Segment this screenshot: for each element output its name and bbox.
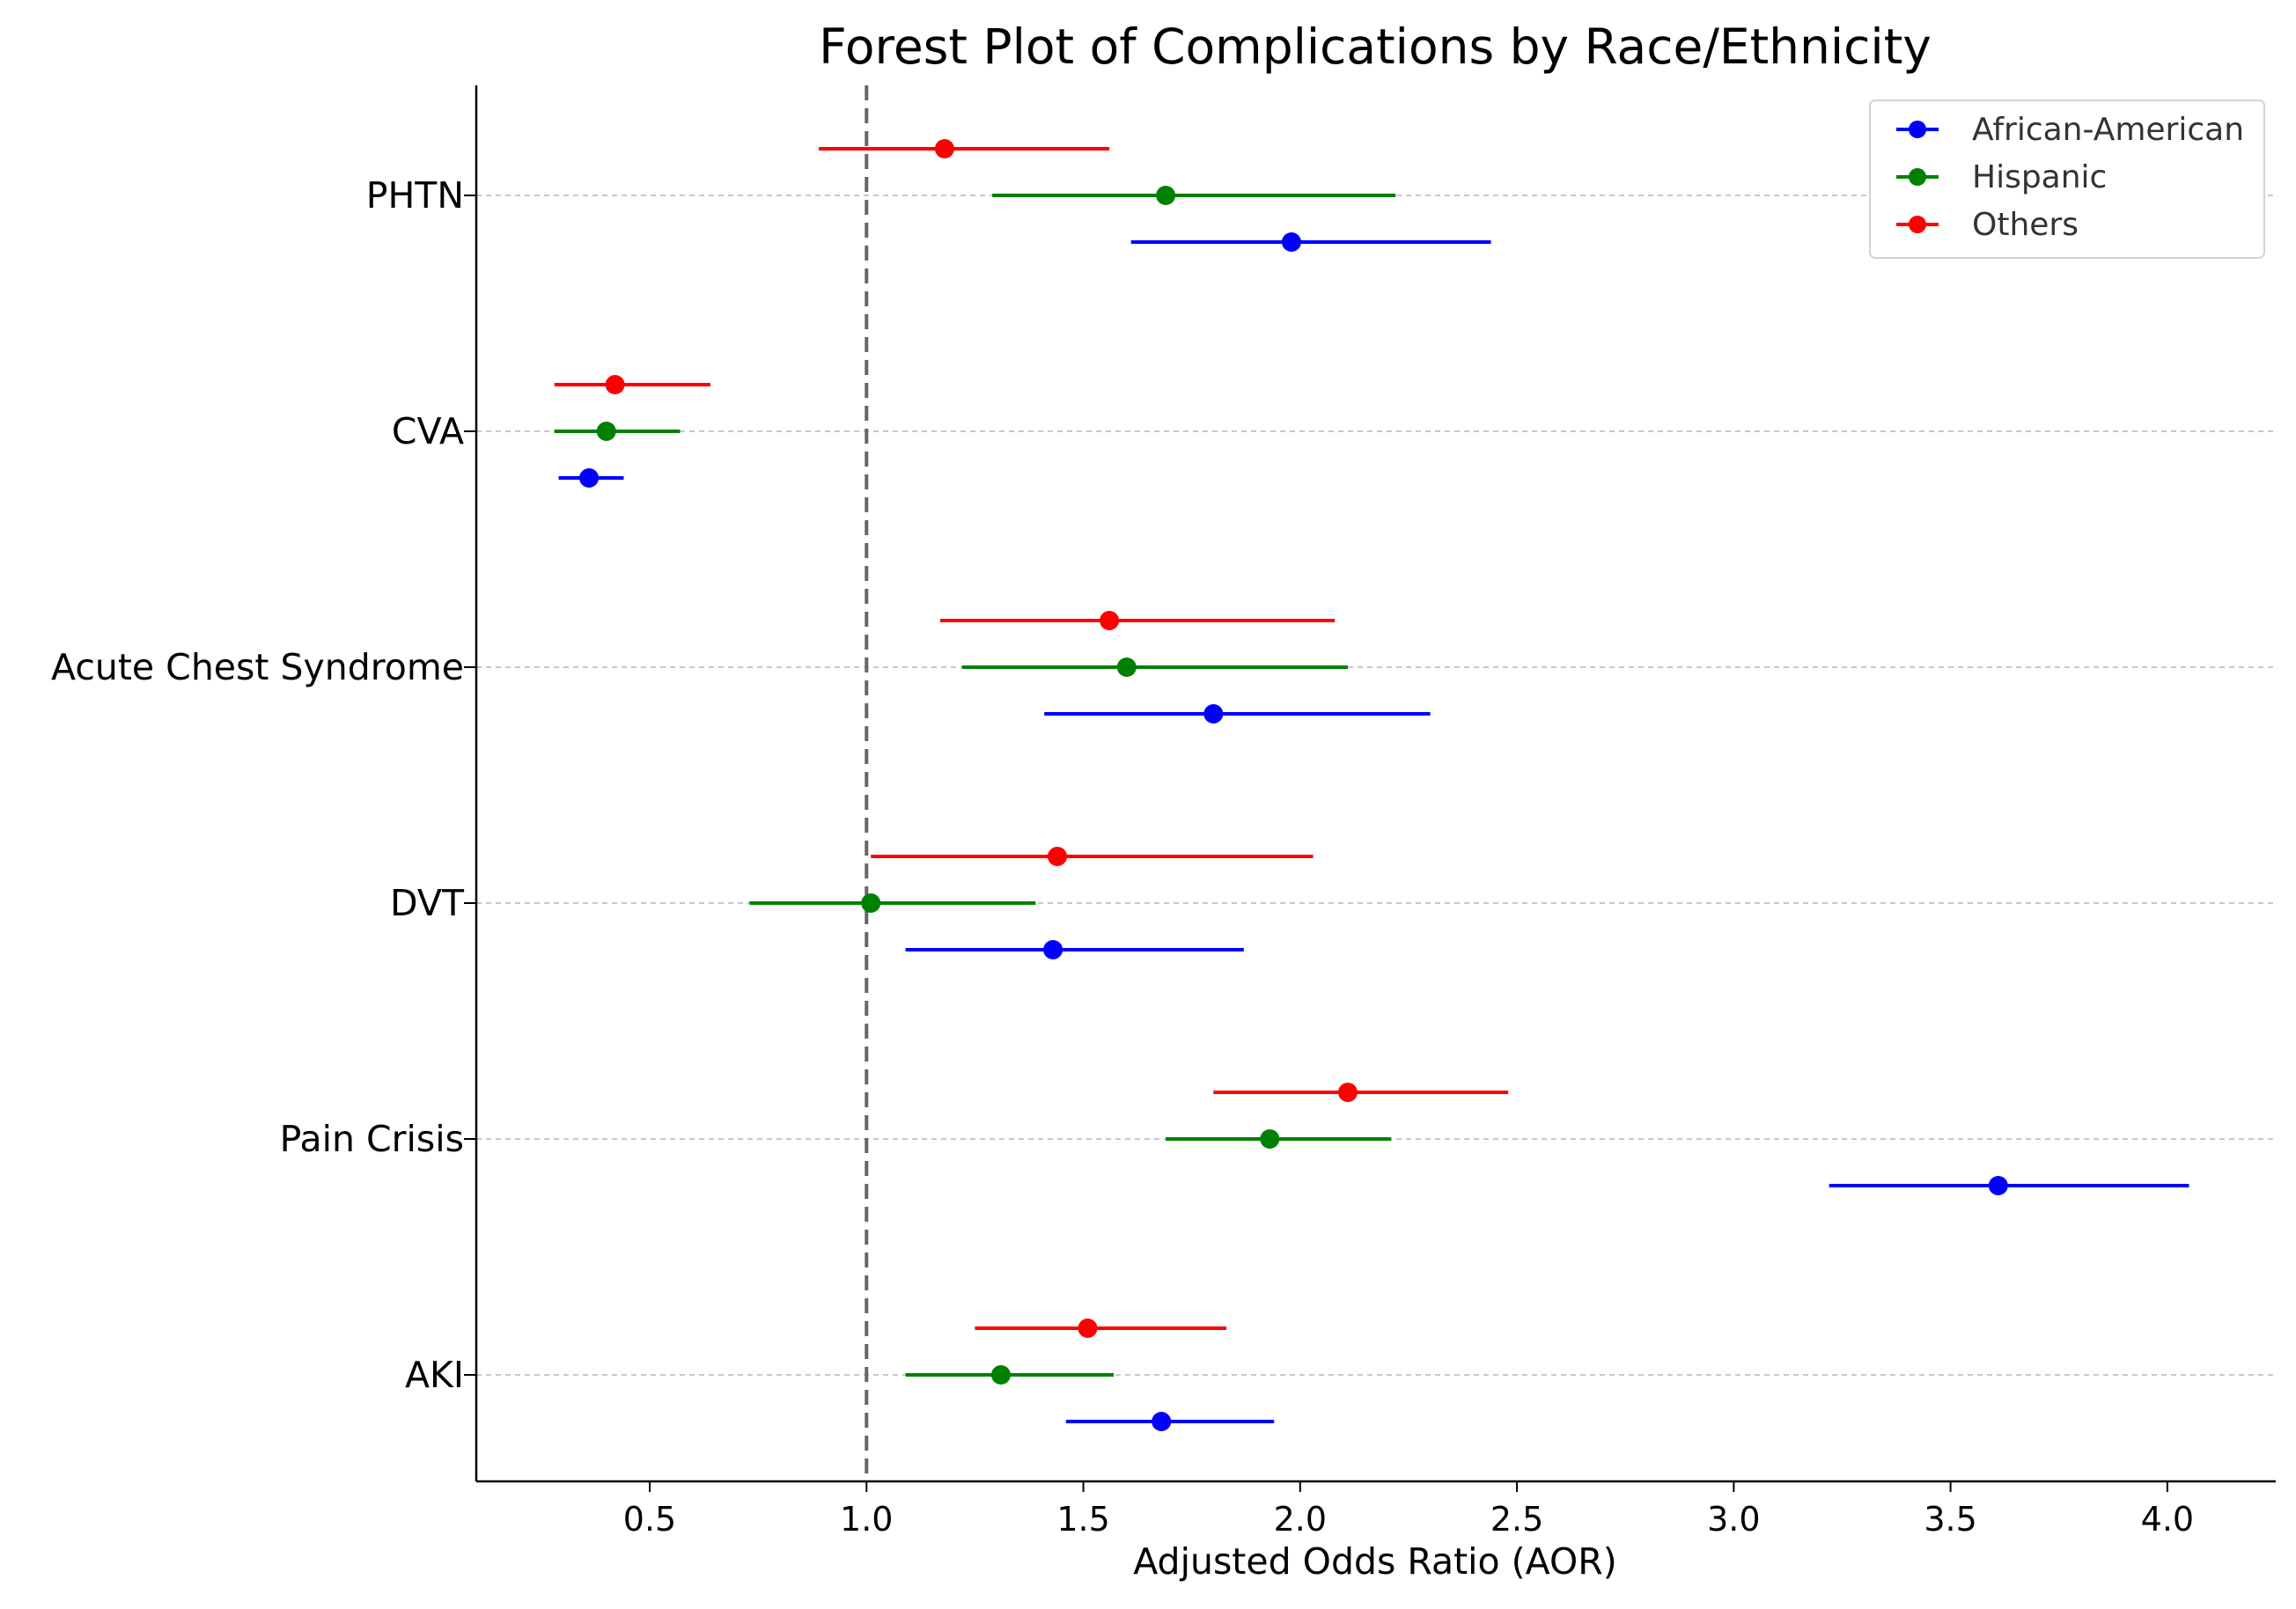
point-estimate	[990, 1365, 1011, 1385]
category-label: CVA	[392, 410, 464, 452]
point-estimate	[1281, 232, 1301, 252]
legend-box	[1869, 99, 2265, 259]
x-tick-label: 1.5	[1056, 1500, 1109, 1539]
legend-marker	[1909, 168, 1926, 186]
point-estimate	[1988, 1176, 2008, 1195]
category-labels: PHTN CVA Acute Chest Syndrome DVT Pain Crisi…	[51, 174, 476, 1396]
axes	[475, 85, 2276, 1483]
legend-marker	[1909, 121, 1926, 138]
point-estimate	[1260, 1129, 1280, 1149]
legend-label: Others	[1972, 207, 2079, 243]
x-tick-label: 4.0	[2141, 1500, 2194, 1539]
x-tick-label: 2.0	[1274, 1500, 1327, 1539]
point-estimate	[1203, 704, 1224, 724]
point-estimate	[605, 375, 625, 394]
point-estimate	[596, 422, 616, 441]
legend-marker	[1909, 216, 1926, 233]
point-estimate	[1100, 611, 1120, 630]
chart-title: Forest Plot of Complications by Race/Eth…	[819, 18, 1932, 75]
category-label: Acute Chest Syndrome	[51, 646, 464, 688]
x-tick-label: 1.0	[840, 1500, 893, 1539]
x-tick-label: 3.5	[1924, 1500, 1976, 1539]
point-estimate	[1043, 940, 1063, 959]
point-estimate	[1337, 1083, 1358, 1102]
x-tick-label: 0.5	[623, 1500, 676, 1539]
point-estimate	[1156, 186, 1176, 205]
x-axis-label: Adjusted Odds Ratio (AOR)	[1133, 1540, 1617, 1583]
point-estimate	[579, 468, 600, 488]
x-tick-label: 2.5	[1490, 1500, 1543, 1539]
legend-label: African-American	[1972, 112, 2244, 148]
point-estimate	[1047, 847, 1067, 866]
category-label: PHTN	[366, 174, 464, 217]
series-layer	[554, 139, 2189, 1431]
legend-label: Hispanic	[1972, 159, 2107, 195]
category-label: Pain Crisis	[280, 1118, 464, 1160]
point-estimate	[934, 139, 954, 158]
point-estimate	[1116, 658, 1137, 677]
point-estimate	[1078, 1319, 1098, 1338]
point-estimate	[1152, 1412, 1172, 1431]
legend: African-American Hispanic Others	[1869, 99, 2265, 259]
x-tick-label: 3.0	[1707, 1500, 1760, 1539]
point-estimate	[861, 893, 881, 913]
category-label: AKI	[405, 1354, 464, 1396]
category-label: DVT	[390, 882, 465, 924]
x-ticks: 0.5 1.0 1.5 2.0 2.5 3.0 3.5 4.0	[623, 1481, 2194, 1539]
